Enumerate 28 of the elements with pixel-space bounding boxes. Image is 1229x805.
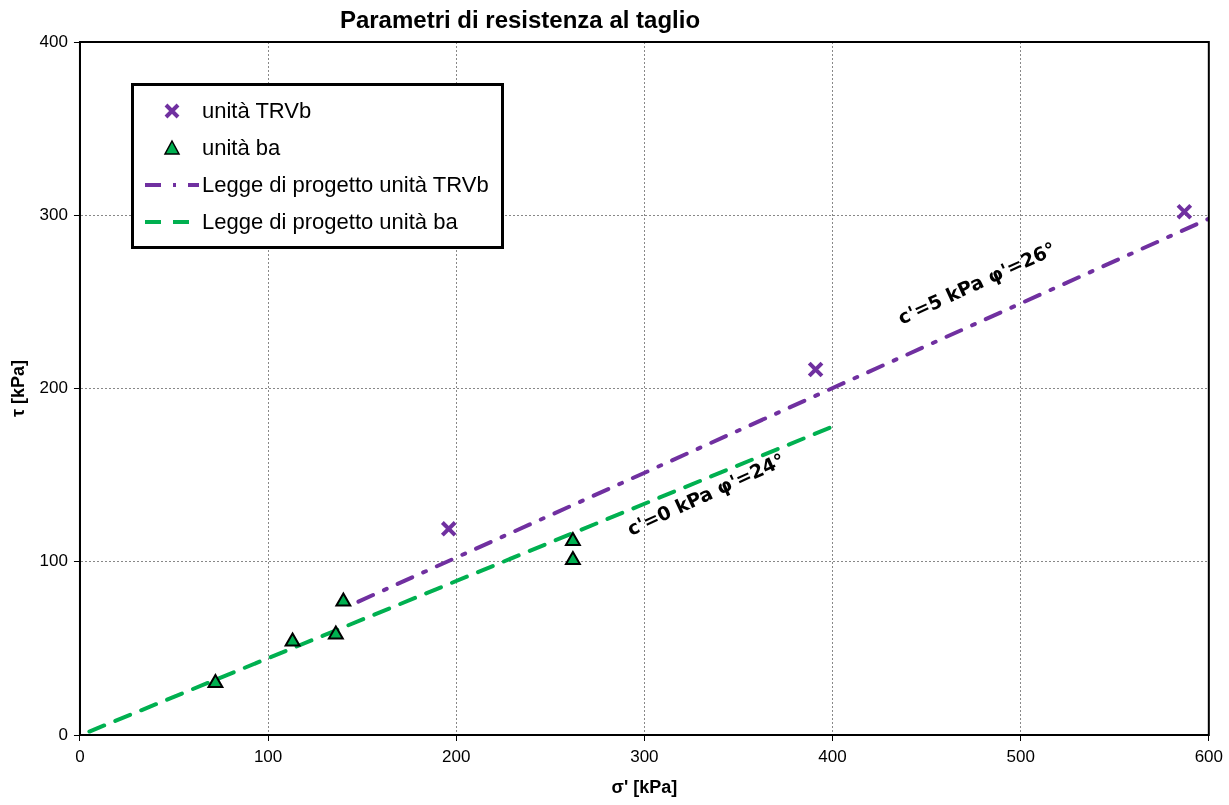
x-tick-label: 200 (442, 746, 471, 766)
y-tick-label: 400 (39, 31, 68, 51)
legend-label: Legge di progetto unità TRVb (202, 171, 489, 198)
y-axis-title: τ [kPa] (7, 359, 28, 418)
legend-label: unità ba (202, 134, 281, 161)
point (284, 632, 301, 647)
point (327, 625, 344, 640)
legend-label: Legge di progetto unità ba (202, 208, 458, 235)
point (564, 531, 581, 546)
point (1176, 203, 1193, 221)
x-tick-label: 0 (75, 746, 85, 766)
x-tick-label: 500 (1006, 746, 1035, 766)
chart-title: Parametri di resistenza al taglio (339, 6, 701, 33)
x-axis-title: σ' [kPa] (611, 777, 678, 798)
x-tick-label: 400 (818, 746, 847, 766)
y-tick-label: 0 (58, 724, 68, 744)
x-tick-label: 300 (630, 746, 659, 766)
legend-label: unità TRVb (202, 97, 312, 124)
point (440, 520, 458, 538)
point (207, 674, 224, 689)
y-tick-label: 300 (39, 204, 68, 224)
x-tick-label: 100 (253, 746, 283, 766)
y-tick-label: 100 (39, 551, 68, 571)
point (335, 592, 352, 607)
point (807, 361, 824, 378)
x-tick-label: 600 (1194, 746, 1224, 766)
y-tick-label: 200 (39, 378, 68, 398)
point (564, 551, 581, 566)
